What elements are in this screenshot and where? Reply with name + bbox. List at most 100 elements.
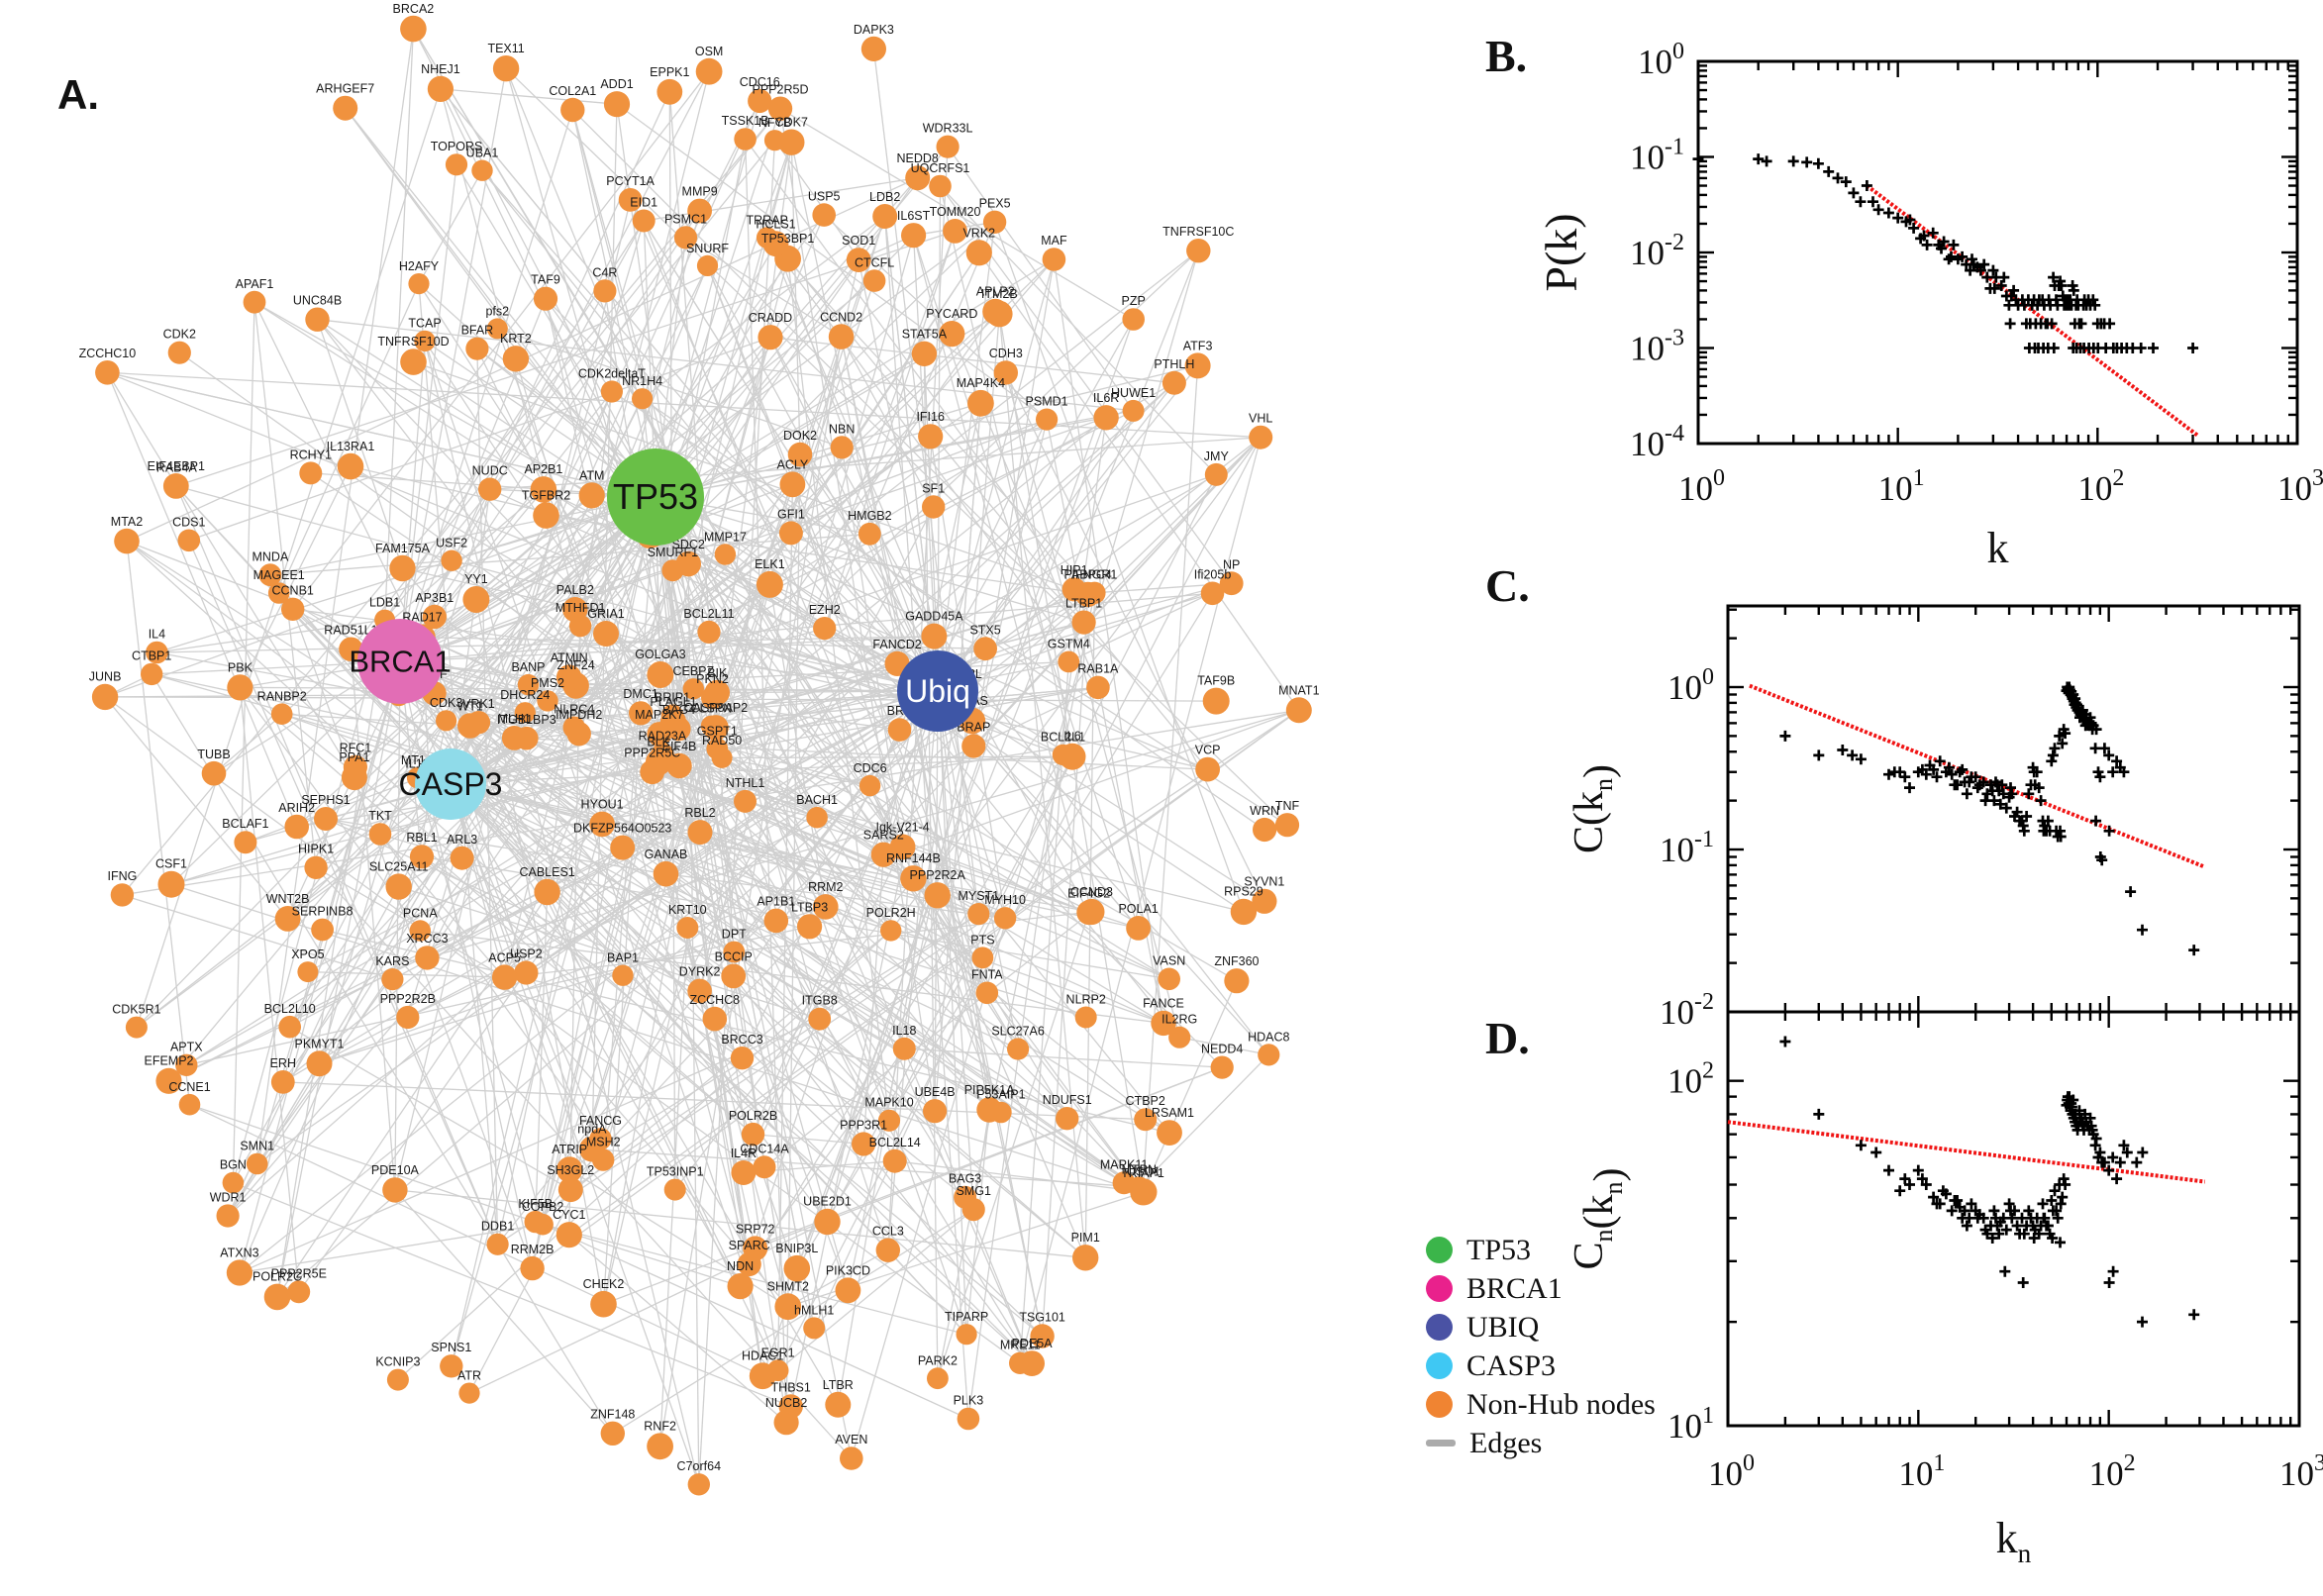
tick-label: 100 xyxy=(1667,664,1714,707)
network-node xyxy=(227,674,253,701)
network-node xyxy=(1274,813,1300,838)
network-node-label: NHEJ1 xyxy=(421,62,460,76)
network-node-label: TIPARP xyxy=(945,1310,988,1324)
network-node xyxy=(993,360,1018,385)
network-node-label: WRN xyxy=(1250,804,1279,818)
tick-label: 102 xyxy=(1667,1058,1714,1101)
network-node-label: DKFZP564O0523 xyxy=(573,822,671,836)
network-node xyxy=(517,673,540,696)
network-node-label: TGFBR2 xyxy=(522,488,570,502)
network-node xyxy=(600,380,624,403)
network-node-label: NTHL1 xyxy=(726,776,765,790)
network-node-label: IL6R xyxy=(1093,391,1119,405)
network-node-label: CDK3 xyxy=(430,696,462,710)
network-node xyxy=(578,482,605,509)
network-node xyxy=(647,1433,673,1460)
network-node-label: GADD45A xyxy=(905,610,963,624)
network-node-label: JUNB xyxy=(89,670,122,684)
network-node-label: ITGB1BP3 xyxy=(497,713,556,727)
network-node-label: LTBR xyxy=(823,1378,854,1392)
network-node-label: KARS xyxy=(375,954,409,968)
network-node-label: HCLS1 xyxy=(756,217,795,231)
network-node xyxy=(270,1070,295,1094)
network-node xyxy=(1061,577,1086,602)
network-node-label: PARK2 xyxy=(918,1353,958,1367)
network-node-label: HDAC1 xyxy=(742,1348,783,1362)
network-node xyxy=(1052,744,1074,766)
network-node-label: PCNA xyxy=(403,906,438,920)
network-node-label: BLK xyxy=(647,736,670,749)
network-node-label: PIP5K1A xyxy=(964,1083,1015,1097)
network-node-label: NP xyxy=(1223,557,1240,571)
network-node-label: NLRP2 xyxy=(1066,992,1106,1006)
network-node-label: FANCG xyxy=(579,1114,622,1128)
network-node xyxy=(774,1293,802,1321)
network-node xyxy=(427,75,454,102)
network-node xyxy=(415,946,440,970)
network-node-label: CASP8AP2 xyxy=(684,701,749,715)
network-node xyxy=(828,324,855,349)
network-node-label: MAF xyxy=(1041,234,1067,248)
network-node xyxy=(1083,581,1106,604)
network-node xyxy=(1258,1044,1280,1066)
panel-b-label: B. xyxy=(1485,31,1528,81)
network-node-label: APTX xyxy=(170,1041,203,1054)
network-node-label: SH3GL2 xyxy=(547,1163,594,1177)
legend-node-swatch xyxy=(1426,1314,1453,1341)
network-node-label: PIM1 xyxy=(1071,1231,1100,1245)
network-node xyxy=(339,637,363,661)
network-node-label: HIPK1 xyxy=(298,843,334,856)
network-node-label: DYRK2 xyxy=(679,965,721,979)
network-node-label: ZNF360 xyxy=(1214,954,1259,968)
network-node xyxy=(835,1277,861,1304)
network-node xyxy=(673,226,698,249)
network-node-label: RNF144B xyxy=(886,851,941,865)
network-node xyxy=(687,978,712,1004)
network-node xyxy=(825,1391,852,1418)
network-node-label: CRADD xyxy=(749,311,792,325)
network-node xyxy=(314,807,338,831)
network-node xyxy=(486,1233,509,1255)
network-node xyxy=(877,1109,901,1132)
network-node xyxy=(758,325,783,350)
network-node-label: PPA1 xyxy=(339,750,369,764)
network-node-label: BNIP3L xyxy=(775,1242,818,1255)
network-node-label: DOK2 xyxy=(783,429,817,443)
network-node xyxy=(284,814,310,840)
hub-node-brca1 xyxy=(357,619,443,704)
network-node xyxy=(767,96,793,121)
chart-panel-C: 100 10-1 10-2 C(kn) xyxy=(1566,604,2301,1032)
network-node-label: RPS29 xyxy=(1224,885,1263,899)
network-node xyxy=(1058,650,1080,673)
network-node-label: ELK1 xyxy=(755,557,785,571)
network-svg: POLR2C MNDA Ifi205b POLR2B APTX ZNF24 USF2 DKFZ… xyxy=(79,2,1320,1496)
network-node-label: MAPK10 xyxy=(864,1096,913,1110)
network-node xyxy=(125,1016,148,1039)
network-node xyxy=(779,471,806,498)
network-node-label: ATRIP xyxy=(552,1143,587,1156)
tick-label: 10-4 xyxy=(1630,421,1684,463)
network-node-label: ATMIN xyxy=(551,650,588,664)
network-node-label: OSM xyxy=(695,45,723,58)
network-node-label: TAF9B xyxy=(1197,674,1235,688)
network-node xyxy=(95,360,120,385)
network-node xyxy=(1210,1055,1234,1079)
network-node-label: ATR xyxy=(457,1369,481,1383)
network-node xyxy=(600,1421,625,1446)
network-node xyxy=(1219,571,1244,596)
legend-item-label: Non-Hub nodes xyxy=(1466,1387,1656,1421)
network-node xyxy=(556,1222,582,1248)
network-node-label: STAT5A xyxy=(902,328,948,342)
network-node xyxy=(1162,370,1186,395)
legend-item: CASP3 xyxy=(1426,1349,1656,1382)
network-node-label: NEDD4 xyxy=(1201,1043,1243,1056)
network-node xyxy=(436,710,457,732)
network-node xyxy=(763,908,789,934)
network-node xyxy=(734,789,757,813)
tick-label: 101 xyxy=(1898,1450,1945,1493)
network-node xyxy=(1230,898,1258,926)
network-node xyxy=(562,597,588,623)
network-node xyxy=(1122,399,1145,422)
network-node-label: LRSAM1 xyxy=(1145,1106,1194,1120)
